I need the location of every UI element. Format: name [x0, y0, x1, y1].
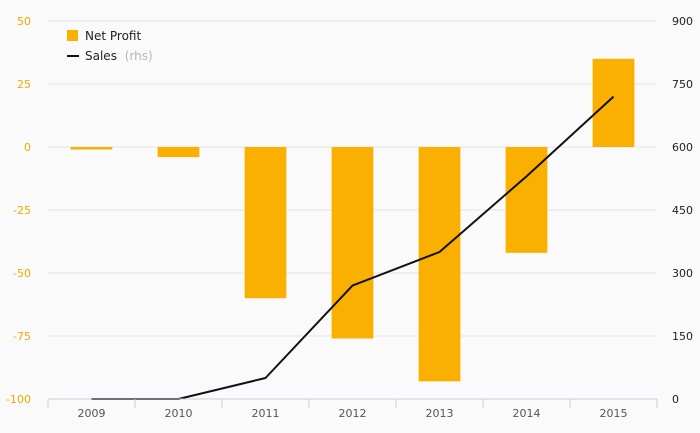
legend-swatch-net-profit: [67, 30, 78, 41]
net-profit-bar: [244, 147, 287, 299]
svg-text:Sales (rhs): Sales (rhs): [85, 49, 153, 63]
net-profit-bar: [70, 147, 113, 150]
y-left-tick-label: 0: [24, 141, 31, 154]
net-profit-bar: [592, 58, 635, 147]
y-left-tick-label: -75: [13, 330, 31, 343]
x-tick-label: 2009: [78, 407, 106, 420]
y-left-tick-label: -25: [13, 204, 31, 217]
y-axis-right: 900 750 600 450 300 150 0: [672, 15, 693, 406]
net-profit-bar: [157, 147, 200, 158]
y-right-tick-label: 450: [672, 204, 693, 217]
legend: Net Profit Sales (rhs): [67, 29, 153, 63]
y-axis-left: 50 25 0 -25 -50 -75 -100: [6, 15, 31, 406]
x-axis: 2009 2010 2011 2012 2013 2014 2015: [47, 398, 658, 420]
y-right-tick-label: 0: [672, 393, 679, 406]
y-left-tick-label: 50: [17, 15, 31, 28]
y-right-tick-label: 600: [672, 141, 693, 154]
y-left-tick-label: 25: [17, 78, 31, 91]
x-tick-label: 2013: [426, 407, 454, 420]
y-left-tick-label: -50: [13, 267, 31, 280]
legend-label-sales: Sales: [85, 49, 117, 63]
x-tick-label: 2012: [339, 407, 367, 420]
y-right-tick-label: 150: [672, 330, 693, 343]
x-tick-label: 2010: [165, 407, 193, 420]
x-tick-label: 2015: [600, 407, 628, 420]
y-right-tick-label: 750: [672, 78, 693, 91]
x-tick-label: 2011: [252, 407, 280, 420]
legend-label-net-profit: Net Profit: [85, 29, 141, 43]
legend-label-sales-suffix: (rhs): [125, 49, 153, 63]
y-left-tick-label: -100: [6, 393, 31, 406]
net-profit-bar: [418, 147, 461, 382]
x-tick-label: 2014: [513, 407, 541, 420]
net-profit-bars: [70, 58, 635, 382]
y-right-tick-label: 900: [672, 15, 693, 28]
net-profit-bar: [331, 147, 374, 339]
y-right-tick-label: 300: [672, 267, 693, 280]
